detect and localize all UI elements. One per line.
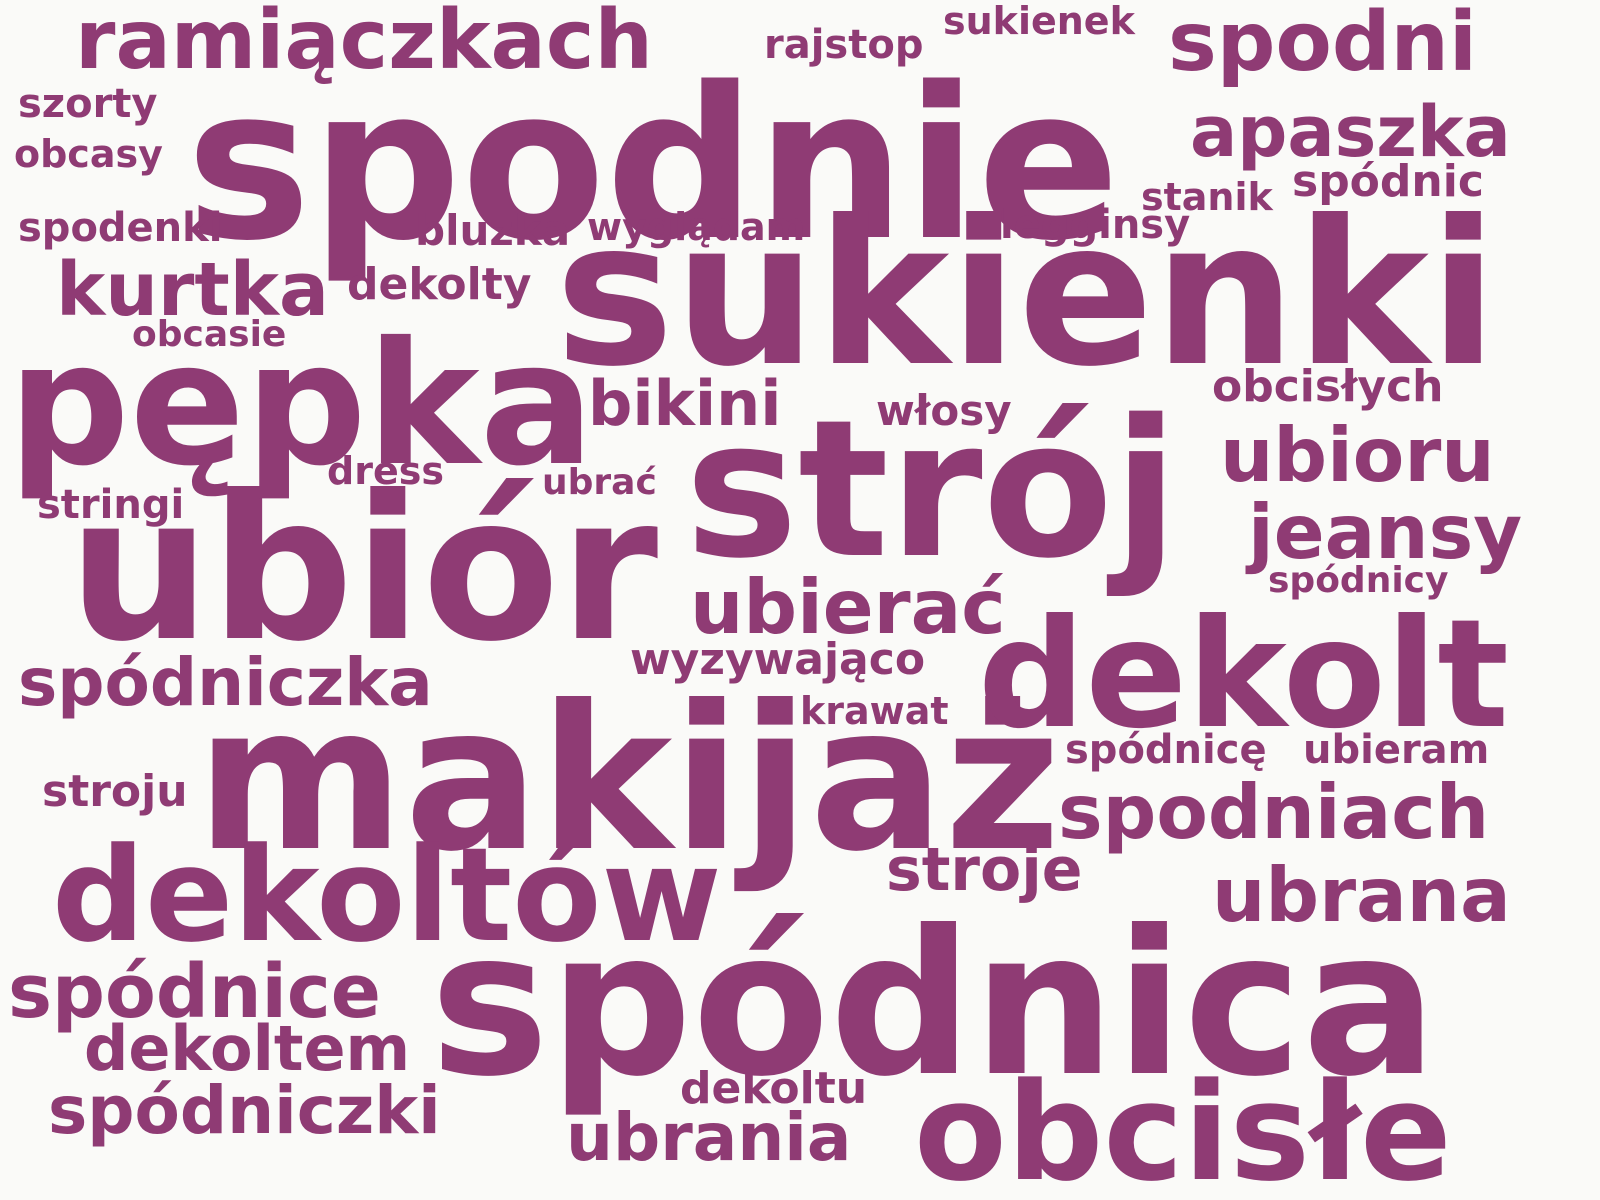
word-sukienki: sukienki (555, 178, 1498, 411)
word-szorty: szorty (18, 81, 158, 127)
word-spodnice-acc: spódnicę (1065, 727, 1267, 773)
word-stroju: stroju (42, 766, 188, 817)
word-obcislych: obcisłych (1212, 361, 1444, 412)
word-ubieram: ubieram (1303, 727, 1490, 773)
word-wyzywajaco: wyzywająco (630, 634, 926, 685)
word-krawat: krawat (800, 689, 949, 733)
word-wlosy: włosy (876, 386, 1012, 435)
word-obcisle: obcisłe (914, 1054, 1452, 1200)
word-bikini: bikini (588, 367, 782, 440)
word-bluzka: bluzka (415, 206, 571, 255)
word-obcasy: obcasy (14, 132, 163, 176)
word-ubioru: ubioru (1220, 411, 1495, 499)
word-dress: dress (327, 449, 444, 493)
word-dekolt: dekolt (978, 588, 1510, 762)
word-sukienek: sukienek (943, 0, 1135, 43)
word-dekolty: dekolty (347, 259, 532, 310)
word-spodnica: spódnica (430, 888, 1438, 1121)
word-spodniach: spodniach (1058, 768, 1490, 856)
word-rajstop: rajstop (764, 22, 924, 68)
word-ubrac: ubrać (542, 462, 657, 503)
word-stroje: stroje (886, 835, 1083, 905)
word-ubierac: ubierać (690, 563, 1006, 651)
word-ubior: ubiór (68, 453, 659, 686)
word-spodni: spodni (1168, 0, 1478, 90)
word-spodenki: spodenki (18, 205, 223, 251)
word-spodnie: spodnie (186, 42, 1120, 287)
word-apaszka: apaszka (1190, 91, 1511, 173)
word-spodnic-gen: spódnic (1292, 156, 1484, 207)
word-spodnicy: spódnicy (1268, 560, 1449, 601)
word-dekoltem: dekoltem (84, 1012, 411, 1085)
word-pepka: pępka (8, 306, 595, 504)
word-spodniczki: spódniczki (48, 1072, 441, 1149)
word-ubrania: ubrania (566, 1099, 852, 1176)
word-dekoltu: dekoltu (680, 1063, 868, 1114)
word-stringi: stringi (37, 482, 185, 528)
word-stroj: strój (685, 379, 1179, 600)
word-dekoltow: dekoltów (52, 819, 722, 971)
word-spodniczka: spódniczka (18, 644, 433, 721)
word-ramiaczkach: ramiączkach (75, 0, 653, 88)
word-wygladam: wyglądam (587, 205, 806, 249)
word-ubrana: ubrana (1212, 851, 1511, 939)
word-makijaz: makijaż (196, 663, 1061, 896)
word-obcasie: obcasie (132, 314, 287, 355)
word-stanik: stanik (1141, 175, 1273, 219)
word-spodnice: spódnice (8, 949, 381, 1035)
word-legginsy: legginsy (1000, 202, 1191, 248)
word-kurtka: kurtka (56, 247, 329, 333)
word-jeansy: jeansy (1248, 488, 1523, 576)
